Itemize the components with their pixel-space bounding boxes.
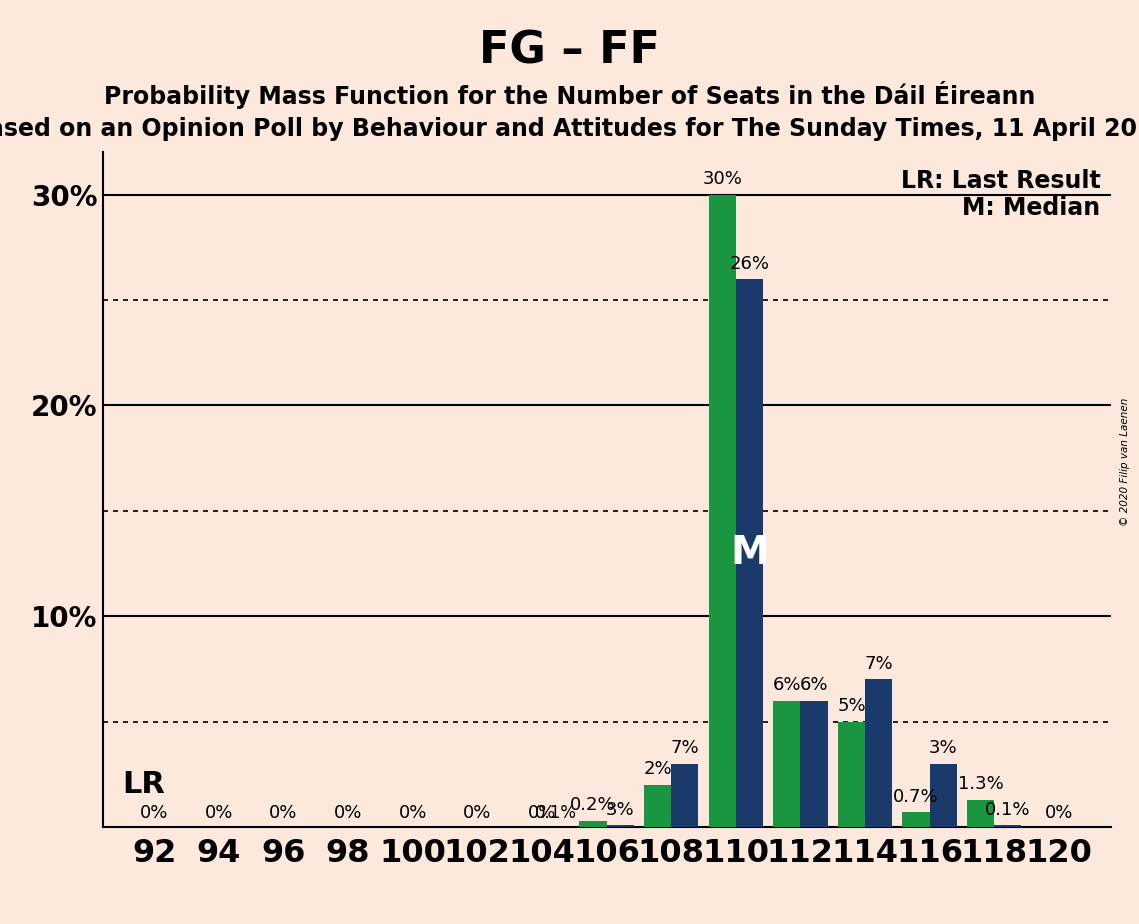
Text: 2%: 2% (644, 760, 672, 779)
Text: 0%: 0% (1044, 804, 1073, 821)
Text: 0.7%: 0.7% (893, 788, 939, 806)
Text: 7%: 7% (671, 739, 699, 758)
Bar (708, 195, 736, 827)
Bar (773, 700, 801, 827)
Text: M: M (730, 534, 769, 572)
Text: 0%: 0% (334, 804, 362, 821)
Text: 5%: 5% (837, 698, 866, 715)
Text: 0%: 0% (527, 804, 556, 821)
Bar (644, 784, 671, 827)
Bar (671, 764, 698, 827)
Bar (606, 825, 633, 827)
Text: 30%: 30% (703, 170, 743, 188)
Text: 6%: 6% (800, 676, 828, 694)
Bar (994, 825, 1022, 827)
Text: 0%: 0% (205, 804, 233, 821)
Text: M: Median: M: Median (962, 196, 1100, 220)
Text: Probability Mass Function for the Number of Seats in the Dáil Éireann: Probability Mass Function for the Number… (104, 81, 1035, 109)
Text: 0%: 0% (399, 804, 427, 821)
Text: 26%: 26% (729, 255, 769, 273)
Text: 0.2%: 0.2% (571, 796, 616, 814)
Text: 3%: 3% (929, 739, 958, 758)
Bar (801, 700, 828, 827)
Bar (838, 722, 865, 827)
Text: Based on an Opinion Poll by Behaviour and Attitudes for The Sunday Times, 11 Apr: Based on an Opinion Poll by Behaviour an… (0, 117, 1139, 141)
Bar (902, 812, 929, 827)
Text: 0%: 0% (140, 804, 169, 821)
Bar (929, 764, 957, 827)
Text: 6%: 6% (772, 676, 801, 694)
Text: © 2020 Filip van Laenen: © 2020 Filip van Laenen (1121, 398, 1130, 526)
Text: FG – FF: FG – FF (480, 30, 659, 73)
Text: 0.1%: 0.1% (534, 804, 576, 821)
Text: 3%: 3% (606, 800, 634, 819)
Bar (736, 279, 763, 827)
Text: 1.3%: 1.3% (958, 775, 1003, 793)
Bar (967, 799, 994, 827)
Text: LR: LR (122, 771, 165, 799)
Bar (865, 679, 892, 827)
Text: 0%: 0% (269, 804, 297, 821)
Text: 7%: 7% (865, 655, 893, 673)
Text: LR: Last Result: LR: Last Result (901, 169, 1100, 193)
Text: 0%: 0% (464, 804, 491, 821)
Text: 0.1%: 0.1% (985, 800, 1031, 819)
Bar (580, 821, 606, 827)
